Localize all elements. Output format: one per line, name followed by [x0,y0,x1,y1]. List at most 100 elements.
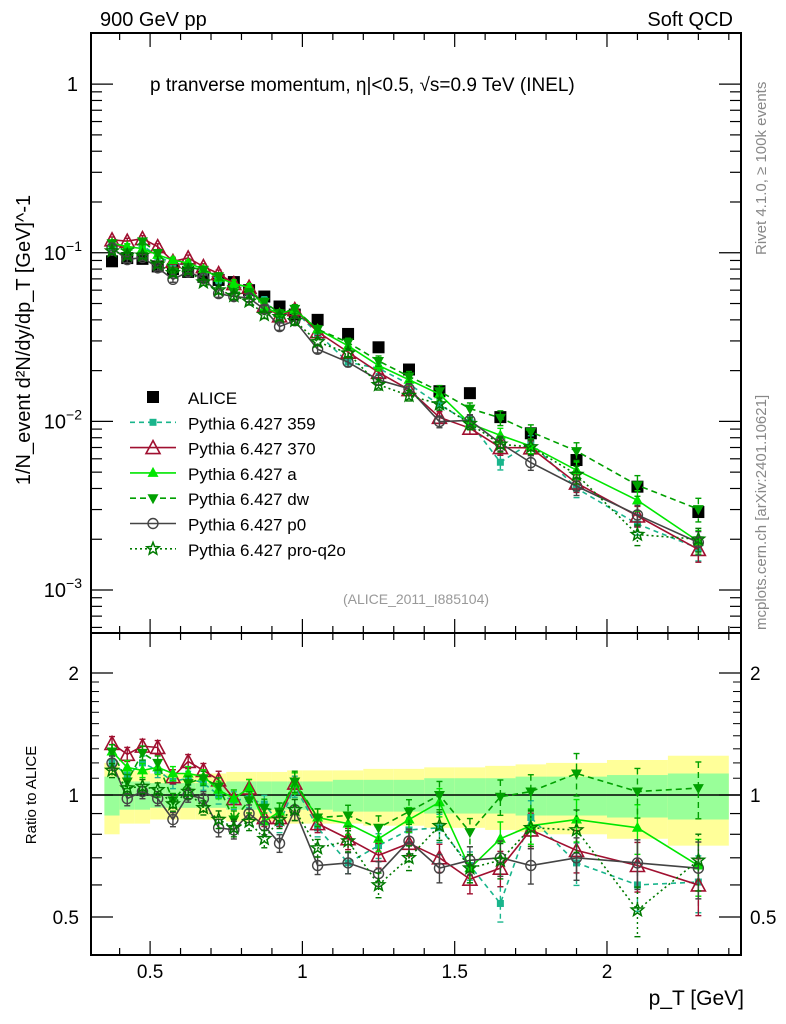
data-point [144,438,162,455]
data-point [213,782,225,793]
ratio-tick-label-right: 1 [750,786,761,807]
data-point [525,787,537,798]
x-tick-label: 0.5 [137,962,163,983]
data-point [144,540,162,556]
data-point [461,415,479,431]
data-point [692,784,704,795]
legend-label: ALICE [188,389,237,408]
data-point [690,851,707,868]
data-point [258,803,270,814]
data-point [225,287,242,303]
plot-title: p tranverse momentum, η|<0.5, √s=0.9 TeV… [150,75,575,96]
legend: ALICE Pythia 6.427 359 Pythia 6.427 370 Pyt… [130,389,346,560]
data-point [400,849,418,865]
data-point [147,517,159,530]
ratio-panel-frame [90,632,742,956]
y-axis-label: 1/N_event d²N/dy/dp_T [GeV]^-1 [13,195,35,485]
data-point [271,810,288,827]
data-point [256,830,273,846]
data-point [570,480,583,492]
data-point [134,246,151,263]
data-point [106,255,119,268]
legend-item: Pythia 6.427 pro-q2o [130,540,346,560]
data-point [243,782,255,793]
y-tick-exponent: −2 [66,406,82,422]
data-point [210,810,227,827]
data-point [631,509,644,521]
data-point [464,828,476,839]
data-point [312,325,324,336]
data-point [197,272,210,284]
data-point [431,817,448,833]
data-point [195,799,212,815]
data-point [568,821,585,837]
data-point [571,813,583,824]
ratio-tick-label-left: 0.5 [53,908,79,929]
data-point [103,242,121,258]
data-point [692,505,704,516]
data-point [525,859,537,872]
data-point [136,237,148,248]
ratio-y-axis-label: Ratio to ALICE [23,746,40,844]
data-point [286,312,304,328]
data-point [271,308,288,324]
data-point [492,435,509,452]
legend-item: ALICE [147,389,237,408]
data-point [167,796,179,807]
x-tick-label: 1.5 [441,962,467,983]
data-point [147,466,159,477]
data-point [164,264,182,280]
band-inner [454,778,486,814]
data-point [240,292,258,309]
data-point [228,792,240,803]
data-point [496,899,504,907]
watermark: (ALICE_2011_I885104) [343,591,489,607]
y-tick-label: 10−1 [44,238,82,265]
data-point [433,387,445,398]
band-inner [104,776,120,816]
data-point [256,306,273,322]
data-point [339,832,357,849]
data-point [225,819,242,835]
data-point [571,769,583,780]
data-point [197,774,209,785]
data-point [197,792,210,805]
ratio-tick-label-left: 1 [68,786,79,807]
data-point [692,536,705,549]
data-point [136,748,148,759]
y-tick-base: 10 [44,411,66,433]
x-axis-label: p_T [GeV] [649,987,744,1010]
legend-label: Pythia 6.427 359 [188,414,316,433]
data-point [525,427,537,438]
data-point [311,313,324,326]
data-point [525,456,537,469]
y-tick-label: 10−3 [44,575,82,602]
data-point [433,791,445,802]
data-point [121,240,133,251]
data-point [180,782,197,799]
data-point [342,327,355,340]
legend-label: Pythia 6.427 a [188,465,297,484]
data-point [136,764,148,775]
data-point [167,254,179,265]
data-point [522,438,539,454]
data-point [403,813,415,824]
data-point [631,481,643,492]
data-point [342,857,354,869]
data-point [311,859,324,872]
data-point [373,823,385,834]
data-point [370,876,387,892]
data-point [106,747,118,758]
data-point [197,265,209,276]
data-point [631,787,643,798]
data-point [494,792,506,803]
data-point [403,372,415,383]
data-point [103,761,121,778]
y-tick-exponent: −3 [66,575,82,591]
x-tick-label: 2 [602,962,613,983]
data-point [195,273,212,290]
data-point [309,333,326,349]
data-point [309,839,326,856]
data-point [494,832,506,843]
data-point [152,249,164,260]
